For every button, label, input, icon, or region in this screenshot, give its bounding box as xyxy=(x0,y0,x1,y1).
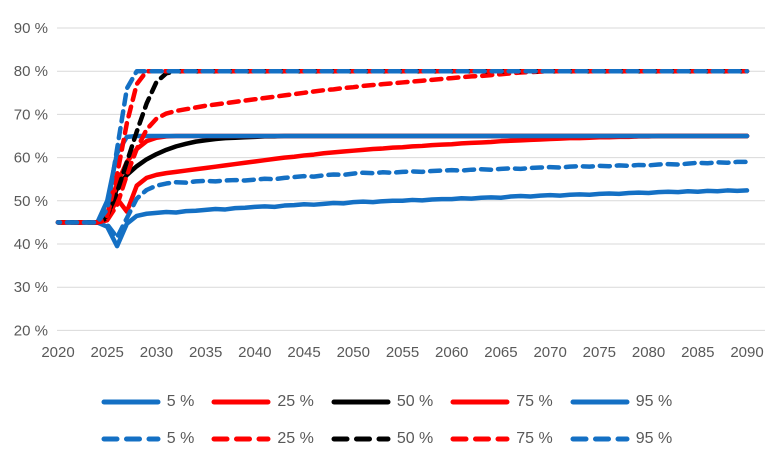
legend-item-label: 25 % xyxy=(277,393,314,410)
y-axis-tick-label: 50 % xyxy=(14,193,48,210)
legend-line-sample xyxy=(450,399,510,405)
legend-item-label: 25 % xyxy=(277,430,314,447)
legend-line-sample xyxy=(570,436,630,442)
series-line-dashed-95% xyxy=(55,68,750,225)
x-axis-tick-label: 2040 xyxy=(238,344,271,361)
x-axis-tick-label: 2050 xyxy=(337,344,370,361)
x-axis-tick-label: 2075 xyxy=(583,344,616,361)
y-axis-tick-label: 30 % xyxy=(14,279,48,296)
legend-item: 25 % xyxy=(210,393,314,410)
y-axis-tick-label: 80 % xyxy=(14,63,48,80)
series-line-dashed-25% xyxy=(55,68,750,225)
legend-item-label: 95 % xyxy=(635,393,673,410)
x-axis-tick-label: 2035 xyxy=(189,344,222,361)
legend-item: 50 % xyxy=(330,431,433,447)
legend-item: 95 % xyxy=(569,431,672,447)
legend-item-label: 5 % xyxy=(166,393,195,410)
y-axis-tick-label: 40 % xyxy=(14,236,48,253)
legend-line-sample xyxy=(570,399,630,405)
x-axis-tick-label: 2070 xyxy=(533,344,566,361)
x-axis-tick-label: 2055 xyxy=(386,344,419,361)
legend-line-sample xyxy=(331,436,391,442)
x-axis-tick-label: 2065 xyxy=(484,344,517,361)
legend-item-label: 50 % xyxy=(396,393,434,410)
legend-line-sample xyxy=(211,436,271,442)
x-axis-tick-label: 2030 xyxy=(140,344,173,361)
x-axis-tick-label: 2020 xyxy=(41,344,74,361)
series-line-solid-25% xyxy=(55,133,750,225)
legend-line-sample xyxy=(450,436,510,442)
series-line-solid-95% xyxy=(55,133,750,225)
series-line-solid-5% xyxy=(55,188,750,249)
legend-line-sample xyxy=(101,436,161,442)
legend-item: 75 % xyxy=(449,430,553,447)
series-line-dashed-5% xyxy=(55,159,750,240)
x-axis-tick-label: 2045 xyxy=(287,344,320,361)
legend-item-label: 75 % xyxy=(516,430,553,447)
legend-line-sample xyxy=(211,399,271,405)
x-axis-tick-label: 2025 xyxy=(91,344,124,361)
y-axis-tick-label: 20 % xyxy=(14,322,48,339)
x-axis-tick-label: 2080 xyxy=(632,344,665,361)
legend-item: 50 % xyxy=(330,394,433,410)
x-axis-tick-label: 2090 xyxy=(730,344,763,361)
legend-item: 5 % xyxy=(100,430,195,447)
legend-item: 5 % xyxy=(100,393,195,410)
legend-row-dashed: 5 % 25 % 50 % 75 % 95 % xyxy=(0,427,772,451)
y-axis-tick-label: 70 % xyxy=(14,106,48,123)
legend-item-label: 95 % xyxy=(635,430,673,447)
legend-item-label: 75 % xyxy=(516,393,553,410)
legend-item-label: 5 % xyxy=(166,430,195,447)
x-axis-tick-label: 2060 xyxy=(435,344,468,361)
legend-item: 95 % xyxy=(569,394,672,410)
legend-line-sample xyxy=(101,399,161,405)
chart-canvas: 90 % 80 % 70 % 60 % 50 % 40 % 30 % 20 % 2020 2025… xyxy=(14,20,765,361)
y-axis-tick-label: 90 % xyxy=(14,20,48,37)
legend-line-sample xyxy=(331,399,391,405)
y-axis-tick-label: 60 % xyxy=(14,150,48,167)
x-axis-tick-label: 2085 xyxy=(681,344,714,361)
legend-item: 75 % xyxy=(449,393,553,410)
legend-row-solid: 5 % 25 % 50 % 75 % 95 % xyxy=(0,390,772,414)
legend-item: 25 % xyxy=(210,430,314,447)
legend-item-label: 50 % xyxy=(396,430,434,447)
